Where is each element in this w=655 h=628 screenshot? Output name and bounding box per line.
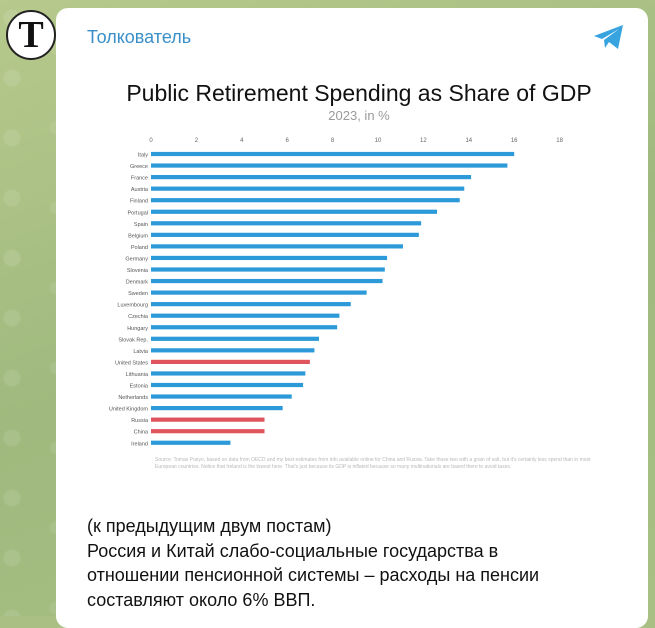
category-label: Austria xyxy=(131,187,149,193)
category-label: Sweden xyxy=(128,291,148,297)
bar xyxy=(151,221,422,226)
category-label: Spain xyxy=(134,222,148,228)
x-tick-label: 6 xyxy=(286,138,290,144)
category-label: Latvia xyxy=(133,349,149,355)
bar xyxy=(151,290,367,295)
bar xyxy=(151,163,508,168)
x-tick-label: 14 xyxy=(465,138,472,144)
x-tick-label: 0 xyxy=(149,138,153,144)
message-text: (к предыдущим двум постам) Россия и Кита… xyxy=(87,514,632,612)
x-tick-label: 18 xyxy=(556,138,563,144)
category-label: United Kingdom xyxy=(109,407,149,413)
message-bubble: Толкователь Public Retirement Spending a… xyxy=(56,8,648,628)
category-label: Hungary xyxy=(127,326,148,332)
category-label: Slovenia xyxy=(127,268,149,274)
category-label: Italy xyxy=(138,153,148,159)
channel-avatar[interactable]: T xyxy=(6,10,56,60)
category-label: Greece xyxy=(130,164,148,170)
category-label: China xyxy=(134,430,149,436)
bar xyxy=(151,440,231,445)
bar xyxy=(151,371,306,376)
message-line: (к предыдущим двум постам) xyxy=(87,516,332,536)
bar xyxy=(151,232,419,237)
bar xyxy=(151,417,265,422)
category-label: Portugal xyxy=(128,210,149,216)
chart-image[interactable]: Public Retirement Spending as Share of G… xyxy=(80,66,638,486)
category-label: Belgium xyxy=(128,233,148,239)
category-label: Slovak Rep. xyxy=(118,337,148,343)
telegram-share-icon[interactable] xyxy=(592,24,626,50)
x-tick-label: 16 xyxy=(511,138,518,144)
channel-name-link[interactable]: Толкователь xyxy=(87,27,192,47)
category-label: Russia xyxy=(131,418,149,424)
category-label: Finland xyxy=(130,199,148,205)
bar xyxy=(151,429,265,434)
bar xyxy=(151,382,304,388)
category-label: Luxembourg xyxy=(117,303,148,309)
bar xyxy=(151,325,338,330)
category-label: Poland xyxy=(131,245,148,251)
bar xyxy=(151,359,310,364)
bar xyxy=(151,186,465,191)
category-label: United States xyxy=(115,360,148,366)
chart-source-note: Source: Tomas Pueyo, based on data from … xyxy=(155,457,591,470)
bar xyxy=(151,394,292,399)
x-tick-label: 8 xyxy=(331,138,335,144)
category-label: Germany xyxy=(125,256,148,262)
x-tick-label: 4 xyxy=(240,138,244,144)
x-tick-label: 12 xyxy=(420,138,427,144)
category-label: Denmark xyxy=(126,280,149,286)
message-line: составляют около 6% ВВП. xyxy=(87,589,316,610)
bar xyxy=(151,302,351,307)
bar xyxy=(151,406,283,411)
bar xyxy=(151,348,315,353)
bar xyxy=(151,198,460,203)
bar xyxy=(151,151,515,157)
category-label: Czechia xyxy=(128,314,149,320)
category-label: Netherlands xyxy=(118,395,148,401)
avatar-letter: T xyxy=(18,14,44,56)
category-label: France xyxy=(131,176,148,182)
bar xyxy=(151,209,438,214)
category-label: Estonia xyxy=(130,384,149,390)
message-line: Россия и Китай слабо-социальные государс… xyxy=(87,540,499,561)
bar-chart-plot: 0 2 4 6 8 10 12 14 16 18 Italy Greece France Austria F… xyxy=(109,138,564,447)
chart-subtitle: 2023, in % xyxy=(328,108,390,123)
x-tick-label: 10 xyxy=(375,138,382,144)
x-tick-label: 2 xyxy=(195,138,199,144)
bar xyxy=(151,278,383,284)
category-label: Lithuania xyxy=(126,372,149,378)
message-line: отношении пенсионной системы – расходы н… xyxy=(87,565,540,585)
bar xyxy=(151,244,403,249)
bar xyxy=(151,267,385,272)
bar xyxy=(151,313,340,318)
category-label: Ireland xyxy=(131,441,148,447)
bar xyxy=(151,175,472,180)
bar xyxy=(151,255,388,261)
bar xyxy=(151,336,319,341)
chart-title: Public Retirement Spending as Share of G… xyxy=(126,80,592,106)
